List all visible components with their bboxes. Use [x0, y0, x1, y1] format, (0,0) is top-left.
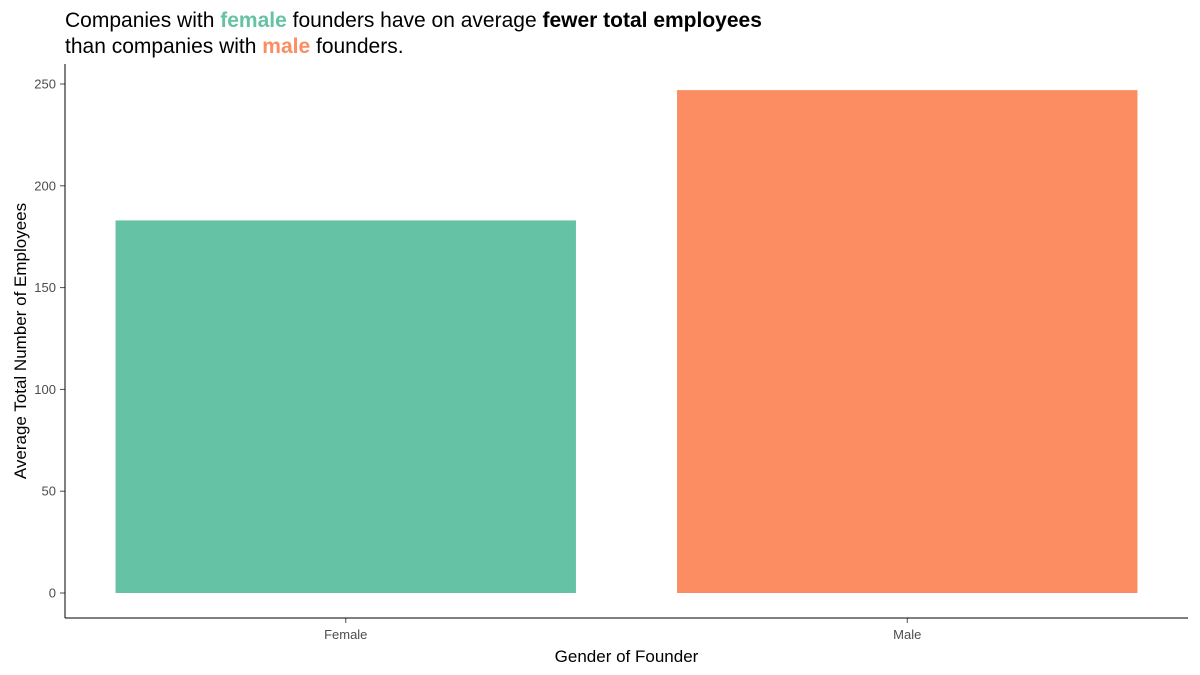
title-line2-part2: founders.	[310, 35, 404, 58]
title-female-word: female	[220, 9, 287, 32]
y-tick-label: 100	[34, 382, 56, 397]
y-axis-ticks: 0 50 100 150 200 250	[34, 77, 65, 601]
title-line-1: Companies with female founders have on a…	[65, 8, 762, 34]
y-tick-label: 250	[34, 77, 56, 92]
bar-female	[115, 220, 576, 594]
title-bold-phrase: fewer total employees	[542, 9, 762, 32]
chart-title: Companies with female founders have on a…	[65, 8, 762, 60]
title-line1-part2: founders have on average	[286, 9, 543, 32]
y-tick-label: 200	[34, 178, 56, 193]
y-axis-title: Average Total Number of Employees	[11, 203, 30, 479]
title-line1-part1: Companies with	[65, 9, 221, 32]
y-tick-label: 50	[42, 484, 56, 499]
x-axis-title: Gender of Founder	[555, 647, 699, 666]
title-line-2: than companies with male founders.	[65, 34, 762, 60]
title-line2-part1: than companies with	[65, 35, 263, 58]
bar-male	[677, 90, 1138, 593]
title-male-word: male	[262, 35, 311, 58]
y-tick-label: 150	[34, 280, 56, 295]
x-tick-label: Male	[893, 627, 921, 642]
bars-group	[115, 90, 1138, 594]
x-axis-ticks: Female Male	[324, 618, 921, 642]
y-tick-label: 0	[49, 586, 56, 601]
x-tick-label: Female	[324, 627, 367, 642]
